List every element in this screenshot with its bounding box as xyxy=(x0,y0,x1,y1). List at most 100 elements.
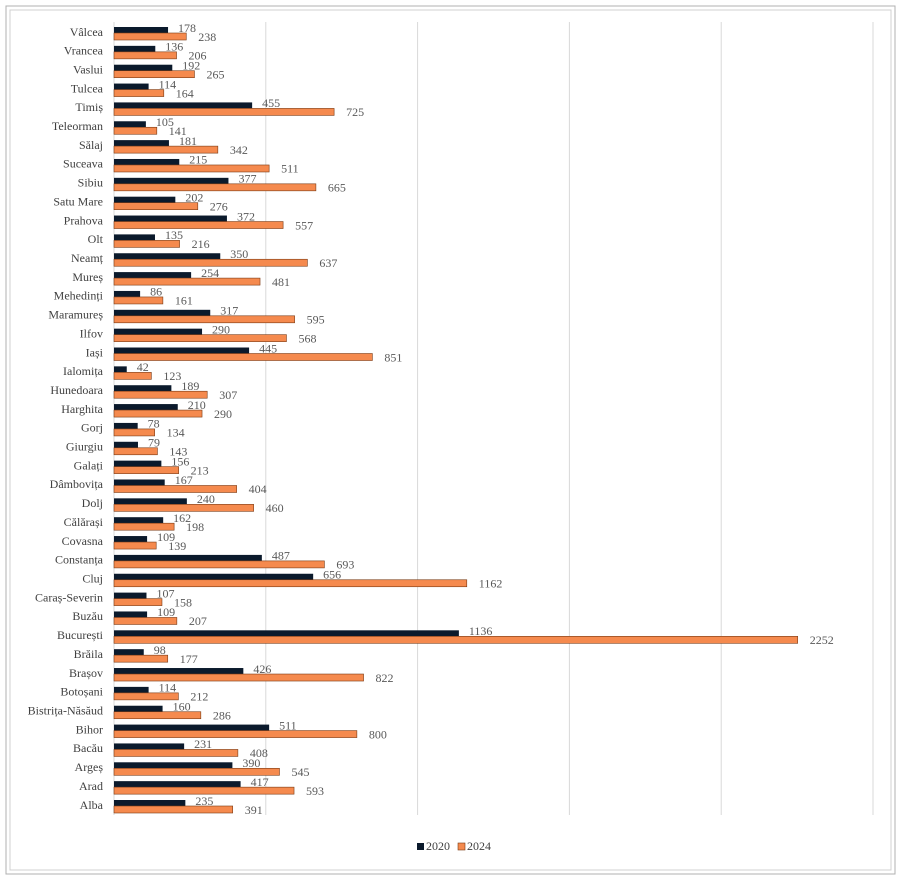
bar xyxy=(113,145,219,154)
y-tick-label: Mureș xyxy=(72,270,103,284)
value-label: 79 xyxy=(148,436,160,450)
y-tick-label: Prahova xyxy=(64,213,104,227)
bar xyxy=(113,485,237,493)
value-label: 238 xyxy=(198,30,216,44)
value-label: 426 xyxy=(253,662,271,676)
bar xyxy=(114,724,270,731)
value-label: 557 xyxy=(295,218,313,232)
value-label: 114 xyxy=(159,77,177,91)
bar xyxy=(114,498,187,505)
bar xyxy=(114,517,164,524)
y-tick-label: Arad xyxy=(79,779,103,793)
bar xyxy=(113,560,325,569)
y-tick-label: Vâlcea xyxy=(70,25,104,39)
y-tick-label: Suceava xyxy=(63,157,104,171)
value-label: 114 xyxy=(159,681,177,695)
value-label: 372 xyxy=(237,209,255,223)
bar xyxy=(113,126,158,135)
y-tick-label: București xyxy=(57,628,104,642)
bar xyxy=(114,686,149,693)
bar xyxy=(113,221,284,229)
value-label: 568 xyxy=(298,331,316,345)
bar xyxy=(114,366,127,373)
bar xyxy=(114,196,176,203)
bar xyxy=(113,805,234,814)
value-label: 800 xyxy=(369,727,387,741)
bar xyxy=(113,108,335,116)
y-tick-label: Vaslui xyxy=(73,62,104,76)
value-label: 42 xyxy=(137,360,149,374)
value-label: 240 xyxy=(197,492,215,506)
value-label: 178 xyxy=(178,21,196,35)
bar xyxy=(114,630,459,637)
value-label: 213 xyxy=(191,463,209,477)
y-tick-label: Maramureș xyxy=(48,308,103,322)
value-label: 235 xyxy=(195,794,213,808)
bar xyxy=(114,422,138,429)
value-label: 105 xyxy=(156,115,174,129)
bar xyxy=(114,27,169,33)
bar xyxy=(114,177,229,184)
value-label: 231 xyxy=(194,737,212,751)
value-label: 290 xyxy=(214,407,232,421)
value-label: 135 xyxy=(165,228,183,242)
bar xyxy=(114,404,178,411)
y-tick-label: Galați xyxy=(74,458,104,472)
y-tick-label: Sălaj xyxy=(79,138,103,152)
value-label: 161 xyxy=(175,294,193,308)
value-label: 290 xyxy=(212,322,230,336)
value-label: 665 xyxy=(328,181,346,195)
bar xyxy=(114,385,172,392)
bar xyxy=(113,579,468,588)
value-label: 545 xyxy=(291,765,309,779)
y-tick-label: Covasna xyxy=(62,534,104,548)
value-label: 286 xyxy=(213,708,231,722)
y-tick-label: Iași xyxy=(86,345,104,359)
bar xyxy=(113,504,254,512)
value-label: 593 xyxy=(306,784,324,798)
y-tick-label: Ilfov xyxy=(80,326,103,340)
y-tick-label: Bihor xyxy=(76,722,103,736)
value-label: 656 xyxy=(323,568,341,582)
bar xyxy=(114,611,148,618)
y-tick-label: Ialomița xyxy=(63,364,104,378)
value-label: 460 xyxy=(266,501,284,515)
bar xyxy=(114,215,227,222)
value-label: 212 xyxy=(190,690,208,704)
bar xyxy=(113,183,317,192)
value-label: 404 xyxy=(249,482,267,496)
bar xyxy=(113,767,280,776)
legend-label: 2020 xyxy=(426,839,450,853)
value-label: 160 xyxy=(173,699,191,713)
bar xyxy=(114,347,250,354)
bar xyxy=(113,409,203,418)
bar xyxy=(113,466,179,474)
bar xyxy=(113,786,295,795)
value-label: 158 xyxy=(174,595,192,609)
bar xyxy=(114,781,241,788)
value-label: 98 xyxy=(154,643,166,657)
bar xyxy=(113,315,295,324)
value-label: 276 xyxy=(210,199,228,213)
bar xyxy=(114,64,173,71)
value-label: 207 xyxy=(189,614,207,628)
value-label: 511 xyxy=(281,162,299,176)
value-label: 202 xyxy=(185,190,203,204)
bar xyxy=(113,541,157,550)
value-label: 487 xyxy=(272,549,290,563)
value-label: 136 xyxy=(165,40,183,54)
y-tick-label: Botoșani xyxy=(60,685,103,699)
bar xyxy=(113,89,165,97)
value-label: 511 xyxy=(279,718,297,732)
y-tick-label: Timiș xyxy=(75,100,103,114)
bar xyxy=(113,353,373,361)
y-tick-label: Dolj xyxy=(82,496,103,510)
bar xyxy=(114,45,156,52)
bar xyxy=(114,234,155,241)
value-label: 1136 xyxy=(469,624,493,638)
bar xyxy=(113,258,308,267)
bar xyxy=(114,102,253,109)
value-label: 595 xyxy=(307,313,325,327)
y-tick-label: Brăila xyxy=(74,647,104,661)
value-label: 350 xyxy=(230,247,248,261)
